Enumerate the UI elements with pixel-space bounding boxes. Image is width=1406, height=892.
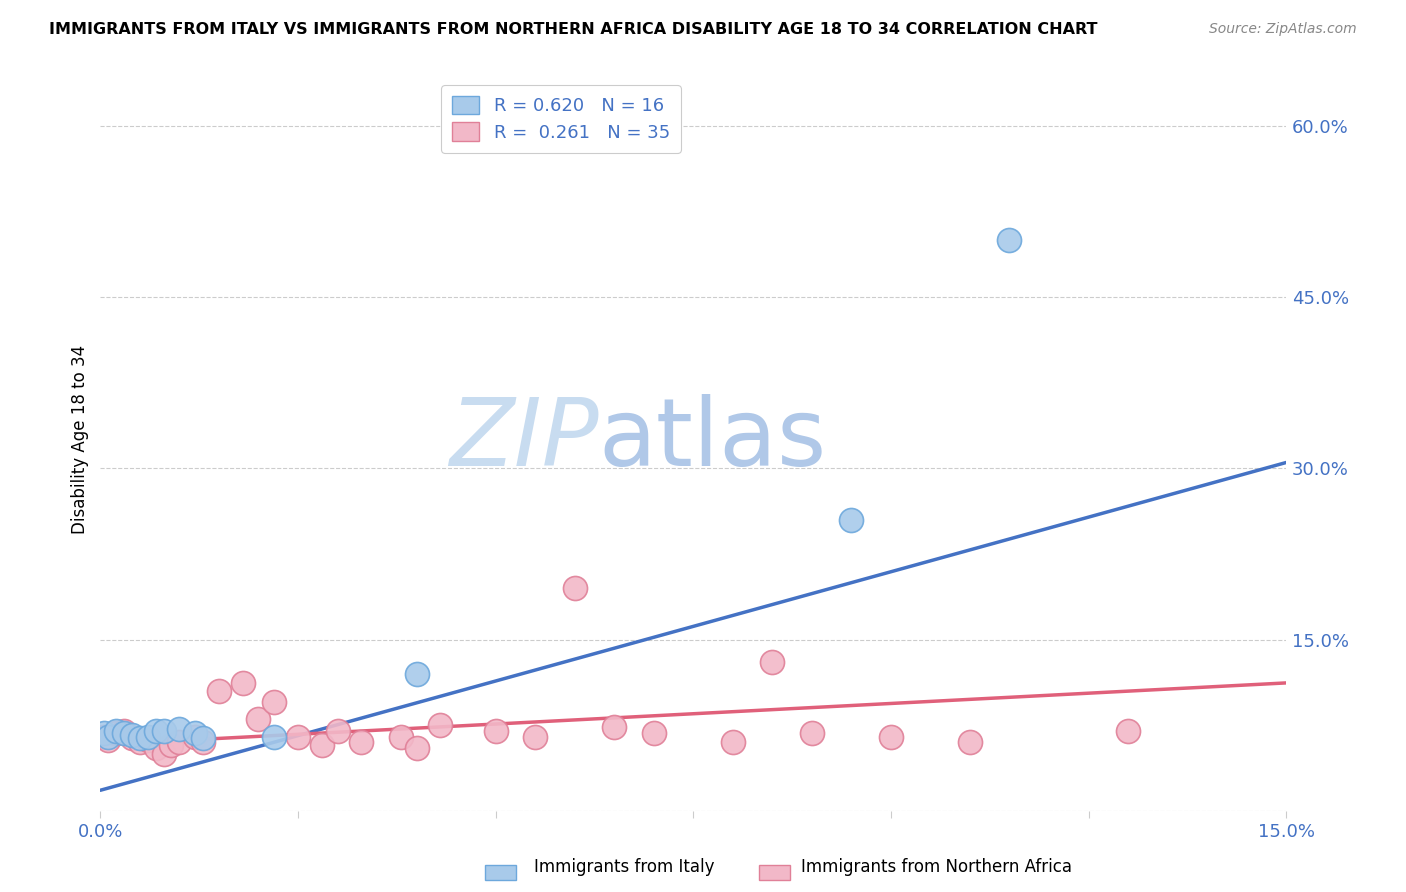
Text: Source: ZipAtlas.com: Source: ZipAtlas.com (1209, 22, 1357, 37)
Point (152, 747, 174, 761)
Text: IMMIGRANTS FROM ITALY VS IMMIGRANTS FROM NORTHERN AFRICA DISABILITY AGE 18 TO 34: IMMIGRANTS FROM ITALY VS IMMIGRANTS FROM… (49, 22, 1098, 37)
Point (287, 730, 309, 744)
Point (603, 721, 626, 735)
Point (105, 723, 128, 738)
Point (112, 723, 135, 738)
Point (145, 723, 167, 738)
Point (160, 738, 183, 752)
Point (800, 726, 823, 740)
Point (524, 730, 547, 744)
Point (959, 735, 981, 749)
Point (93, 726, 115, 740)
Point (136, 733, 159, 747)
Point (191, 731, 214, 745)
Point (121, 731, 143, 745)
Point (405, 741, 427, 756)
Point (311, 738, 333, 752)
Text: atlas: atlas (599, 393, 827, 485)
Point (405, 666, 427, 681)
Point (93, 730, 115, 744)
Point (841, 513, 863, 527)
Point (136, 730, 159, 744)
Point (564, 581, 586, 595)
Text: Immigrants from Italy: Immigrants from Italy (534, 858, 714, 876)
Point (1116, 723, 1139, 738)
Point (97, 730, 120, 744)
Point (232, 676, 254, 690)
Point (191, 735, 214, 749)
Point (263, 695, 285, 709)
Point (208, 684, 231, 698)
Point (184, 726, 207, 740)
Point (128, 735, 150, 749)
Point (152, 723, 174, 738)
Point (247, 713, 270, 727)
Point (326, 723, 349, 738)
Point (145, 741, 167, 756)
Point (350, 735, 373, 749)
Point (484, 723, 506, 738)
Point (429, 718, 451, 732)
Legend: R = 0.620   N = 16, R =  0.261   N = 35: R = 0.620 N = 16, R = 0.261 N = 35 (441, 85, 681, 153)
Text: ZIP: ZIP (449, 394, 599, 485)
Point (643, 726, 665, 740)
Point (97, 733, 120, 747)
Point (112, 726, 135, 740)
Text: Immigrants from Northern Africa: Immigrants from Northern Africa (801, 858, 1073, 876)
Point (184, 730, 207, 744)
Point (761, 656, 783, 670)
Point (169, 722, 191, 736)
Point (998, 233, 1021, 247)
Point (880, 730, 903, 744)
Point (121, 728, 143, 742)
Point (128, 731, 150, 745)
Y-axis label: Disability Age 18 to 34: Disability Age 18 to 34 (72, 345, 89, 534)
Point (389, 730, 412, 744)
Point (721, 735, 744, 749)
Point (105, 726, 128, 740)
Point (169, 735, 191, 749)
Point (263, 730, 285, 744)
